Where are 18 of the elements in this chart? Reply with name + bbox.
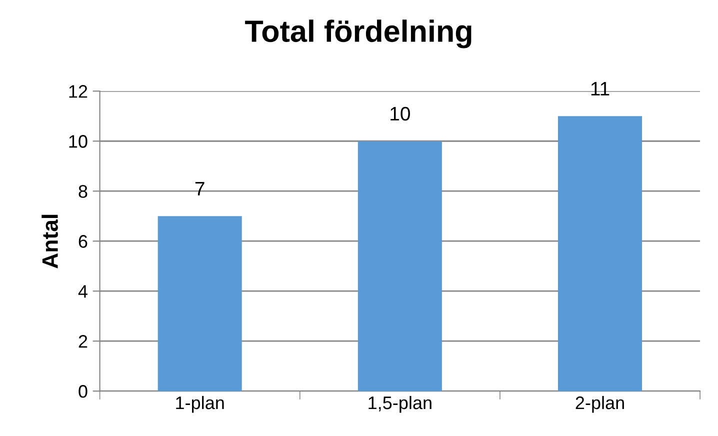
- bar: [358, 141, 442, 392]
- x-tick-label: 1,5-plan: [368, 396, 432, 413]
- x-tick-label: 1-plan: [176, 396, 224, 413]
- bar: [558, 116, 642, 392]
- y-tick-label: 10: [69, 135, 88, 148]
- x-tick-label: 2-plan: [576, 396, 624, 413]
- y-tick-label: 2: [78, 335, 88, 348]
- bar: [158, 216, 242, 392]
- y-tick-label: 4: [78, 285, 88, 298]
- data-label: 10: [390, 106, 410, 121]
- y-tick-label: 0: [78, 385, 88, 398]
- data-label: 7: [195, 182, 204, 196]
- y-tick-label: 8: [78, 185, 88, 198]
- chart-title: Total fördelning: [245, 20, 472, 48]
- y-axis-title: Antal: [42, 214, 58, 268]
- data-label: 11: [591, 82, 610, 96]
- y-tick-label: 6: [78, 235, 88, 248]
- y-tick-label: 12: [69, 85, 88, 98]
